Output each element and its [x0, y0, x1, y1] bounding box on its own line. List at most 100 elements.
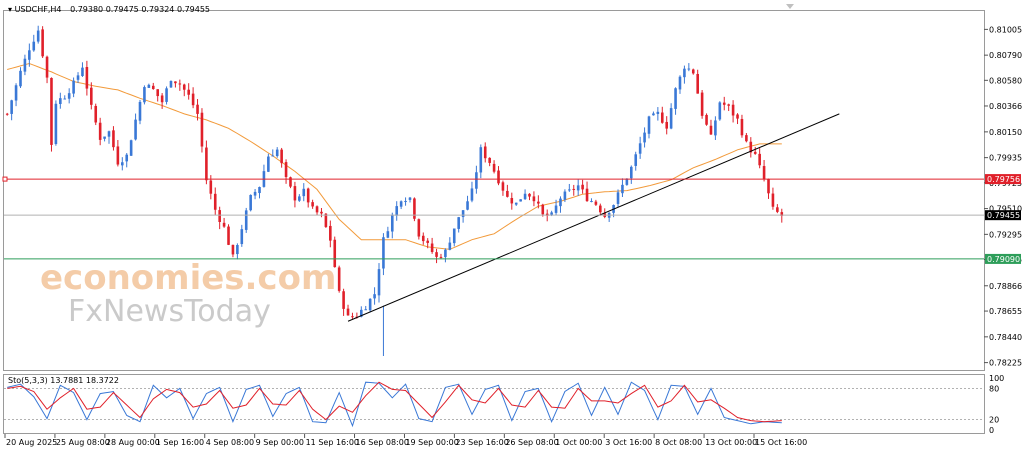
candle — [581, 179, 584, 194]
candle — [554, 199, 558, 216]
price-tick-label: 0.78440 — [989, 333, 1022, 342]
candle — [112, 126, 115, 151]
candle — [435, 248, 438, 264]
candle — [616, 189, 620, 208]
candle — [430, 237, 434, 254]
candle — [36, 25, 40, 44]
candle — [506, 184, 509, 198]
price-tick-label: 0.80580 — [989, 76, 1022, 85]
candle — [306, 187, 310, 208]
candle — [249, 194, 252, 212]
candle — [169, 80, 173, 88]
level-marker[interactable] — [2, 176, 8, 182]
time-tick-label: 28 Aug 00:00 — [106, 438, 160, 447]
candle — [426, 238, 429, 249]
candle — [461, 210, 465, 223]
candle — [320, 207, 323, 218]
candle — [736, 113, 739, 125]
candle — [23, 54, 27, 76]
candle — [731, 100, 735, 123]
candle — [537, 195, 540, 209]
price-tick-label: 0.79510 — [989, 205, 1022, 214]
candle — [590, 198, 593, 203]
candle — [709, 119, 713, 135]
stoch-signal-line — [7, 381, 782, 423]
candle — [368, 298, 372, 313]
candle — [479, 144, 483, 179]
candle — [382, 233, 385, 276]
candle — [63, 95, 67, 100]
candle — [638, 136, 642, 159]
candle — [76, 72, 80, 83]
candle — [351, 312, 354, 319]
scroll-marker-icon[interactable] — [786, 4, 794, 9]
candle — [532, 191, 536, 207]
candle — [390, 212, 394, 239]
price-tick-label: 0.81005 — [989, 25, 1022, 34]
symbol-label: USDCHF,H4 — [14, 5, 62, 14]
time-tick-label: 26 Sep 08:00 — [505, 438, 558, 447]
watermark-economies: economies.com — [40, 258, 337, 298]
candle — [488, 157, 491, 167]
price-tick-label: 0.78655 — [989, 307, 1022, 316]
candle — [373, 287, 376, 305]
candle — [585, 181, 589, 202]
price-tick-label: 0.78866 — [989, 282, 1022, 291]
candle — [267, 153, 270, 173]
candle — [470, 181, 474, 203]
candle — [444, 248, 447, 263]
candle — [519, 199, 522, 202]
candle — [293, 181, 297, 208]
candle — [94, 103, 98, 126]
candle — [10, 99, 13, 121]
time-tick-label: 13 Oct 00:00 — [705, 438, 757, 447]
candle — [528, 193, 531, 201]
candle — [271, 149, 275, 157]
candle — [298, 194, 301, 202]
candle — [492, 160, 496, 174]
main-pane-frame — [3, 10, 985, 371]
candle — [333, 236, 337, 268]
candle — [683, 65, 686, 84]
candle — [59, 92, 62, 109]
candle — [771, 187, 775, 210]
candle — [483, 142, 487, 163]
candle — [674, 87, 677, 115]
time-tick-label: 16 Sep 08:00 — [356, 438, 409, 447]
candle — [231, 244, 235, 258]
trendline[interactable] — [347, 113, 840, 322]
candle — [722, 96, 726, 111]
candle — [660, 106, 664, 124]
dropdown-triangle-icon[interactable]: ▾ — [8, 5, 13, 14]
candle — [404, 197, 407, 206]
time-tick-label: 23 Sep 16:00 — [455, 438, 508, 447]
candle — [120, 157, 124, 171]
candle — [678, 75, 682, 94]
candle — [289, 176, 292, 189]
candle — [125, 153, 129, 168]
candle — [776, 204, 779, 214]
time-tick-label: 4 Sep 08:00 — [206, 438, 254, 447]
candle — [54, 100, 58, 146]
candle — [705, 113, 708, 126]
candle — [244, 207, 248, 233]
candle — [129, 139, 133, 156]
candle — [594, 199, 598, 206]
candle — [448, 237, 452, 251]
candle — [85, 60, 89, 96]
candle — [275, 147, 279, 158]
moving-average-line — [7, 62, 782, 250]
candle — [541, 203, 545, 217]
candle — [767, 178, 770, 199]
candle — [218, 206, 221, 230]
candle — [629, 165, 633, 184]
candle — [647, 115, 651, 139]
price-tick-label: 0.80790 — [989, 51, 1022, 60]
time-tick-label: 9 Sep 00:00 — [256, 438, 304, 447]
candle — [187, 83, 190, 100]
candle — [138, 99, 142, 125]
candle — [714, 116, 717, 140]
candle — [90, 82, 93, 110]
candle — [178, 79, 182, 91]
